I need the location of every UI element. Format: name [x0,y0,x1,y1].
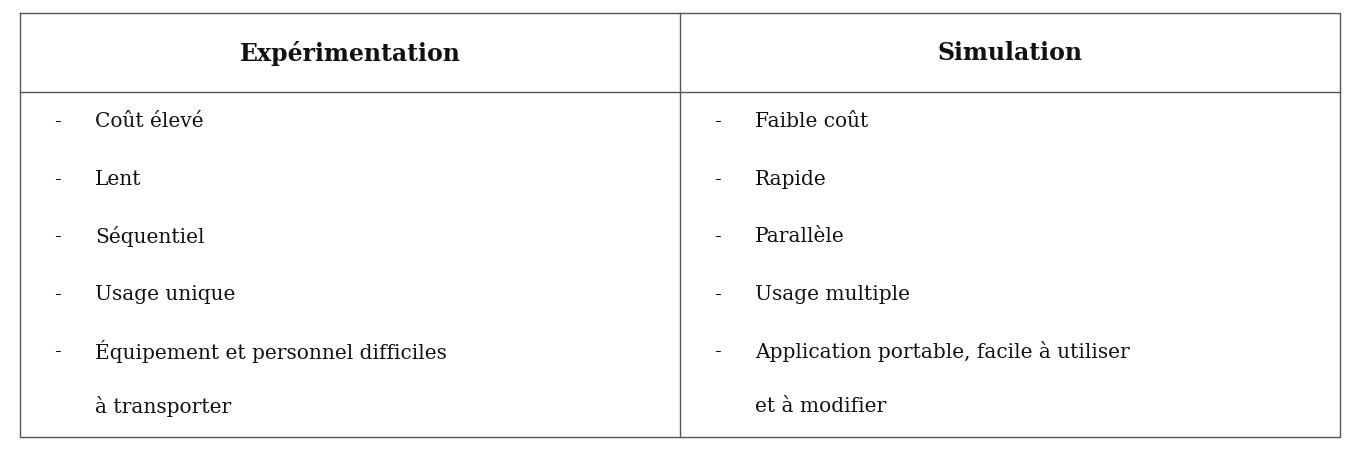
Text: -: - [54,284,61,303]
Text: Faible coût: Faible coût [755,112,868,131]
Text: Séquentiel: Séquentiel [95,226,205,247]
Text: Usage unique: Usage unique [95,284,235,303]
Text: -: - [714,227,721,246]
Text: et à modifier: et à modifier [755,396,887,415]
Text: Parallèle: Parallèle [755,227,845,246]
Text: -: - [54,112,61,131]
Text: à transporter: à transporter [95,396,231,416]
Text: Rapide: Rapide [755,169,827,188]
Text: -: - [54,227,61,246]
Text: Application portable, facile à utiliser: Application portable, facile à utiliser [755,341,1130,362]
Text: -: - [714,112,721,131]
Text: -: - [714,169,721,188]
Bar [680,14,1340,92]
Text: -: - [54,342,61,361]
Text: Usage multiple: Usage multiple [755,284,910,303]
Text: -: - [714,342,721,361]
Bar [20,92,1340,437]
Text: Équipement et personnel difficiles: Équipement et personnel difficiles [95,340,447,363]
Text: Coût élevé: Coût élevé [95,112,204,131]
Text: Expérimentation: Expérimentation [239,41,461,65]
Bar [20,14,680,92]
Text: Lent: Lent [95,169,141,188]
Text: -: - [714,284,721,303]
Text: Simulation: Simulation [937,41,1083,65]
Text: -: - [54,169,61,188]
